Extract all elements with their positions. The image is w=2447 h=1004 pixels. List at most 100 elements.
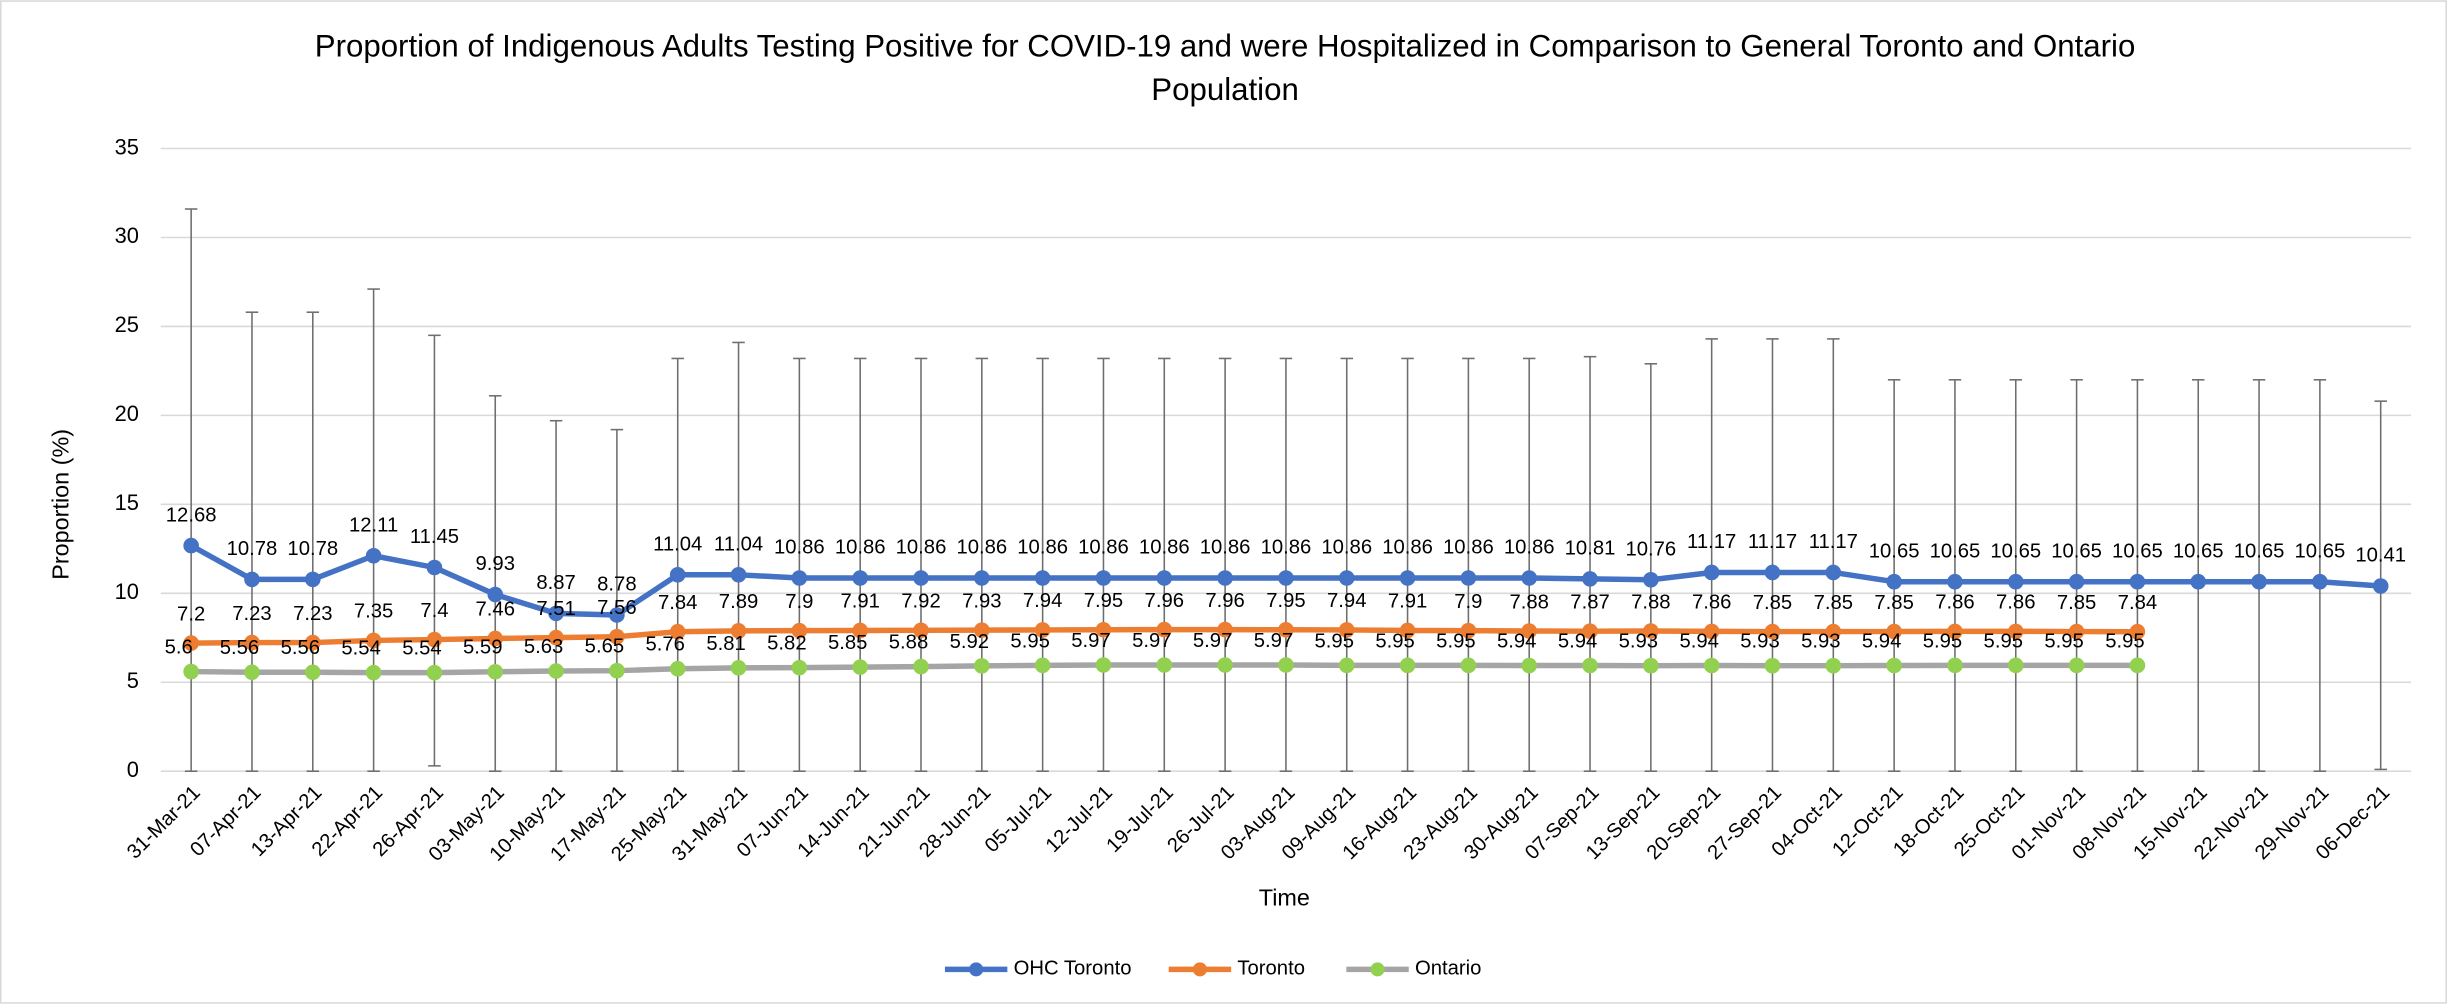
data-label: 7.84 bbox=[2118, 592, 2157, 614]
point bbox=[669, 623, 686, 640]
point bbox=[1399, 657, 1416, 674]
point bbox=[974, 622, 990, 638]
legend-label: Toronto bbox=[1237, 958, 1305, 980]
data-label: 5.95 bbox=[1923, 630, 1962, 652]
point bbox=[183, 635, 199, 651]
data-label: 5.97 bbox=[1132, 630, 1171, 652]
point bbox=[669, 660, 686, 677]
point bbox=[852, 570, 868, 586]
point bbox=[1764, 564, 1781, 581]
data-label: 9.93 bbox=[476, 553, 515, 575]
data-label: 10.78 bbox=[227, 538, 278, 560]
data-label: 5.65 bbox=[585, 636, 624, 658]
point bbox=[1521, 570, 1538, 586]
legend-label: OHC Toronto bbox=[1014, 958, 1132, 980]
data-label: 5.88 bbox=[889, 632, 928, 654]
point bbox=[1217, 621, 1233, 638]
data-label: 5.93 bbox=[1619, 631, 1658, 653]
data-label: 8.87 bbox=[536, 572, 575, 594]
data-label: 7.86 bbox=[1692, 592, 1731, 614]
data-label: 10.86 bbox=[1261, 537, 1312, 559]
point bbox=[1825, 564, 1842, 581]
point bbox=[244, 664, 260, 681]
data-label: 11.17 bbox=[1748, 531, 1797, 553]
point bbox=[548, 663, 564, 679]
point bbox=[2312, 573, 2328, 590]
data-label: 5.95 bbox=[2044, 630, 2083, 652]
point bbox=[1278, 657, 1294, 673]
point bbox=[548, 605, 564, 622]
point bbox=[1460, 570, 1477, 586]
y-tick-label: 10 bbox=[115, 579, 139, 604]
point bbox=[852, 622, 868, 639]
point bbox=[2190, 573, 2207, 590]
data-label: 10.86 bbox=[1139, 537, 1190, 559]
point bbox=[913, 570, 929, 586]
data-label: 5.92 bbox=[950, 631, 989, 653]
point bbox=[426, 559, 443, 576]
point bbox=[2129, 623, 2146, 640]
data-label: 10.65 bbox=[1930, 540, 1981, 562]
data-label: 10.65 bbox=[2234, 540, 2285, 562]
point bbox=[2068, 657, 2085, 674]
data-label: 7.46 bbox=[476, 599, 515, 621]
data-label: 5.93 bbox=[1740, 631, 1779, 653]
point bbox=[365, 664, 382, 681]
data-label: 7.87 bbox=[1570, 591, 1609, 613]
point bbox=[974, 658, 990, 674]
data-label: 7.84 bbox=[658, 592, 697, 614]
legend-marker bbox=[1192, 962, 1207, 977]
point bbox=[852, 659, 868, 675]
data-label: 7.89 bbox=[719, 591, 758, 613]
point bbox=[609, 628, 625, 645]
point bbox=[1156, 570, 1173, 586]
point bbox=[1338, 657, 1355, 674]
data-label: 10.65 bbox=[2112, 540, 2163, 562]
point bbox=[1095, 570, 1112, 586]
point bbox=[1399, 622, 1416, 639]
data-label: 11.04 bbox=[653, 534, 702, 556]
data-label: 10.76 bbox=[1625, 538, 1676, 560]
data-label: 7.95 bbox=[1266, 590, 1305, 612]
legend-marker bbox=[969, 962, 984, 977]
data-label: 7.56 bbox=[597, 597, 636, 619]
point bbox=[1034, 570, 1051, 586]
point bbox=[2129, 657, 2146, 674]
data-label: 7.9 bbox=[785, 591, 813, 613]
data-label: 7.51 bbox=[536, 598, 575, 620]
data-label: 10.65 bbox=[1990, 540, 2041, 562]
data-label: 7.9 bbox=[1454, 591, 1482, 613]
y-tick-label: 30 bbox=[115, 223, 139, 248]
point bbox=[487, 586, 504, 603]
point bbox=[1886, 573, 1902, 590]
data-label: 10.65 bbox=[2295, 540, 2346, 562]
point bbox=[304, 571, 321, 588]
point bbox=[1582, 623, 1598, 639]
point bbox=[2251, 573, 2267, 590]
data-label: 7.92 bbox=[901, 591, 940, 613]
data-label: 10.86 bbox=[1321, 537, 1372, 559]
data-label: 10.86 bbox=[1504, 537, 1555, 559]
data-label: 5.97 bbox=[1193, 630, 1232, 652]
point bbox=[791, 622, 808, 639]
data-label: 5.54 bbox=[341, 638, 380, 660]
data-label: 7.85 bbox=[1814, 592, 1853, 614]
y-tick-label: 5 bbox=[127, 668, 139, 693]
point bbox=[2068, 623, 2085, 640]
data-label: 5.82 bbox=[767, 633, 806, 655]
point bbox=[1764, 657, 1781, 674]
point bbox=[1156, 657, 1173, 673]
point bbox=[1703, 623, 1720, 640]
point bbox=[1643, 657, 1659, 674]
data-label: 7.94 bbox=[1023, 590, 1062, 612]
x-axis-title: Time bbox=[1259, 884, 1310, 910]
point bbox=[730, 660, 747, 676]
data-label: 10.86 bbox=[956, 537, 1007, 559]
data-label: 5.56 bbox=[281, 637, 320, 659]
point bbox=[1764, 623, 1781, 640]
point bbox=[730, 623, 747, 639]
point bbox=[244, 634, 260, 651]
point bbox=[669, 566, 686, 583]
